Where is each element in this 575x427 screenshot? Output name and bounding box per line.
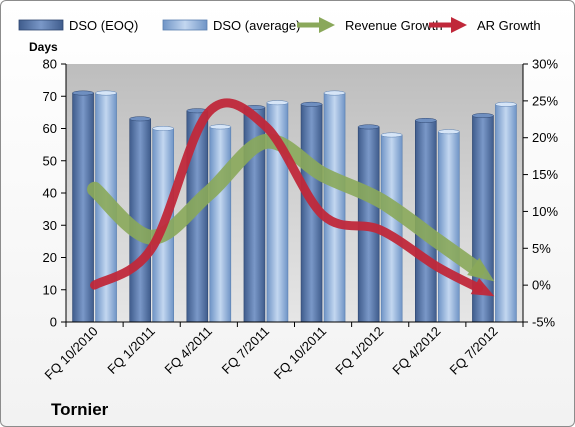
arrowhead-ar-growth: [470, 278, 495, 297]
bar-top-dso-eoq-fq-7-2012: [472, 113, 494, 119]
company-name: Tornier: [51, 400, 109, 419]
y-tick-label-50: 50: [43, 153, 57, 168]
bar-top-dso-average-fq-1-2011: [152, 126, 174, 131]
arrowhead-revenue-growth: [467, 257, 495, 282]
x-tick-label-fq-4-2011: FQ 4/2011: [162, 324, 215, 377]
y-tick-label-60: 60: [43, 121, 57, 136]
bar-top-dso-eoq-fq-10-2011: [300, 101, 323, 107]
y-tick-label-40: 40: [43, 186, 57, 201]
y2-tick-label-0: -5%: [532, 315, 556, 330]
line-ar-growth: [90, 98, 484, 293]
legend-label-dso-eoq: DSO (EOQ): [69, 18, 138, 33]
bar-top-dso-eoq-fq-10-2010: [72, 90, 94, 96]
bar-top-dso-average-fq-4-2012: [438, 129, 460, 135]
x-tick-label-fq-7-2012: FQ 7/2012: [447, 324, 501, 378]
y2-tick-label-5: 20%: [532, 130, 558, 145]
x-tick-label-fq-10-2011: FQ 10/2011: [271, 324, 329, 382]
legend-label-dso-average: DSO (average): [213, 18, 300, 33]
bar-top-dso-eoq-fq-1-2012: [357, 124, 380, 130]
plot-area: [66, 64, 523, 323]
bar-top-dso-average-fq-4-2011: [209, 124, 232, 130]
bar-top-dso-average-fq-7-2012: [495, 101, 517, 107]
bar-dso-average-fq-4-2011: [209, 126, 232, 323]
bar-dso-eoq-fq-10-2010: [72, 92, 94, 323]
bar-top-dso-average-fq-1-2012: [380, 132, 403, 138]
bar-top-dso-average-fq-7-2011: [266, 100, 289, 106]
y2-tick-label-2: 5%: [532, 241, 551, 256]
y2-tick-label-3: 10%: [532, 204, 558, 219]
x-tick-label-fq-10-2010: FQ 10/2010: [42, 324, 101, 383]
x-tick-label-fq-1-2011: FQ 1/2011: [104, 324, 157, 377]
bar-dso-average-fq-10-2011: [323, 92, 346, 323]
y-tick-label-20: 20: [43, 250, 57, 265]
y-tick-label-80: 80: [43, 57, 57, 72]
bar-dso-average-fq-4-2012: [438, 131, 460, 323]
legend-arrow-revenue-growth: [319, 17, 335, 33]
bar-dso-average-fq-7-2012: [495, 104, 517, 323]
bar-top-dso-eoq-fq-1-2011: [129, 116, 151, 122]
y2-tick-label-1: 0%: [532, 278, 551, 293]
y2-tick-label-4: 15%: [532, 167, 558, 182]
x-tick-label-fq-7-2011: FQ 7/2011: [219, 324, 272, 377]
y-axis-label: Days: [29, 40, 58, 54]
x-tick-label-fq-4-2012: FQ 4/2012: [389, 324, 443, 378]
legend-label-ar-growth: AR Growth: [477, 18, 541, 33]
bar-top-dso-average-fq-10-2010: [95, 90, 117, 96]
legend-swatch-dso-eoq: [18, 19, 64, 31]
y2-tick-label-6: 25%: [532, 93, 558, 108]
legend-swatch-dso-average: [162, 19, 208, 31]
bar-top-dso-average-fq-10-2011: [323, 90, 346, 96]
legend-arrow-ar-growth: [451, 17, 467, 33]
y-tick-label-0: 0: [50, 315, 57, 330]
y-tick-label-10: 10: [43, 282, 57, 297]
bar-top-dso-eoq-fq-4-2012: [415, 117, 437, 123]
y-tick-label-30: 30: [43, 218, 57, 233]
y-tick-label-70: 70: [43, 89, 57, 104]
legend: DSO (EOQ) DSO (average) Revenue Growth AR G…: [18, 17, 541, 33]
y2-tick-label-7: 30%: [532, 57, 558, 72]
legend-label-revenue-growth: Revenue Growth: [345, 18, 443, 33]
x-tick-label-fq-1-2012: FQ 1/2012: [332, 324, 386, 378]
